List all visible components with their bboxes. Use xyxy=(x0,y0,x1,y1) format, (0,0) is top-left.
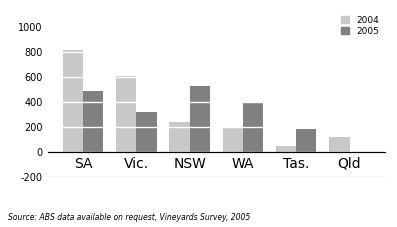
Bar xyxy=(137,112,157,152)
Bar xyxy=(63,50,83,152)
Legend: 2004, 2005: 2004, 2005 xyxy=(340,14,381,38)
Bar xyxy=(243,103,263,152)
Bar xyxy=(83,91,104,152)
Bar xyxy=(223,128,243,152)
Bar xyxy=(116,76,137,152)
Text: Source: ABS data available on request, Vineyards Survey, 2005: Source: ABS data available on request, V… xyxy=(8,213,250,222)
Bar xyxy=(170,122,190,152)
Bar xyxy=(190,86,210,152)
Bar xyxy=(296,129,316,152)
Bar xyxy=(329,137,349,152)
Bar xyxy=(276,146,296,152)
